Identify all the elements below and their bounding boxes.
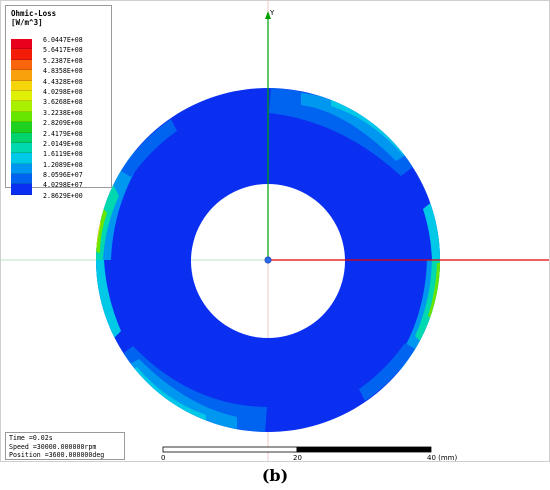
info-position: Position =3600.000000deg: [9, 451, 105, 460]
legend-value: 4.8358E+08: [43, 67, 83, 76]
legend-swatch: [11, 142, 32, 154]
legend-value: 3.2238E+08: [43, 108, 83, 117]
legend-value: 1.2089E+08: [43, 160, 83, 169]
legend-title-unit: [W/m^3]: [11, 18, 43, 27]
legend-value: 4.0298E+07: [43, 181, 83, 190]
legend-value: 5.6417E+08: [43, 46, 83, 55]
legend-value: 8.0596E+07: [43, 171, 83, 180]
legend-values: 6.0447E+08 5.6417E+08 5.2387E+08 4.8358E+08…: [43, 35, 111, 201]
legend-swatch: [11, 80, 32, 91]
scale-tick-40: 40 (mm): [427, 454, 458, 462]
legend-swatch: [11, 184, 32, 195]
legend-value: 4.0298E+08: [43, 87, 83, 96]
legend-swatch: [11, 70, 32, 81]
caption-label: (b): [261, 466, 289, 485]
legend-title: Ohmic-Loss [W/m^3]: [11, 9, 56, 27]
legend-value: 6.0447E+08: [43, 36, 83, 44]
info-speed: Speed =30000.000000rpm: [9, 442, 97, 451]
legend-value: 2.0149E+08: [43, 139, 83, 148]
field-plot-scene: Y 0 20 40 (mm): [1, 1, 549, 462]
scale-tick-20: 20: [293, 454, 302, 462]
simulation-info-box: Time =0.02s Speed =30000.000000rpm Posit…: [5, 432, 125, 460]
scale-tick-0: 0: [161, 454, 165, 462]
legend-swatch: [11, 101, 32, 112]
legend-swatch: [11, 174, 32, 185]
legend-swatch: [11, 39, 32, 50]
field-plot-viewport[interactable]: Y 0 20 40 (mm) Ohmic-Loss [W/m^3] 6.0447…: [0, 0, 550, 462]
legend-value: 5.2387E+08: [43, 56, 83, 65]
color-legend[interactable]: Ohmic-Loss [W/m^3] 6.0447E+08 5.6417E+08 5…: [5, 5, 112, 200]
legend-swatch: [11, 49, 32, 60]
y-axis-arrow: [265, 11, 271, 19]
legend-swatch: [11, 132, 32, 143]
y-axis-label: Y: [269, 9, 275, 17]
legend-swatch: [11, 153, 32, 164]
legend-value: 3.6268E+08: [43, 98, 83, 107]
legend-swatches: [11, 39, 32, 195]
legend-value: 2.8209E+08: [43, 119, 83, 128]
legend-swatch: [11, 59, 32, 71]
legend-swatch: [11, 163, 32, 175]
legend-value: 2.8629E+00: [43, 191, 83, 200]
legend-value: 2.4179E+08: [43, 129, 83, 138]
figure-caption: (b): [0, 463, 550, 489]
scale-bar: 0 20 40 (mm): [161, 446, 458, 462]
legend-value: 4.4328E+08: [43, 77, 83, 86]
legend-swatch: [11, 90, 32, 102]
info-time: Time =0.02s: [9, 434, 53, 442]
legend-title-quantity: Ohmic-Loss: [11, 9, 57, 18]
legend-value: 1.6119E+08: [43, 150, 83, 159]
legend-swatch: [11, 122, 32, 133]
origin-marker: [264, 256, 272, 264]
legend-swatch: [11, 111, 32, 123]
